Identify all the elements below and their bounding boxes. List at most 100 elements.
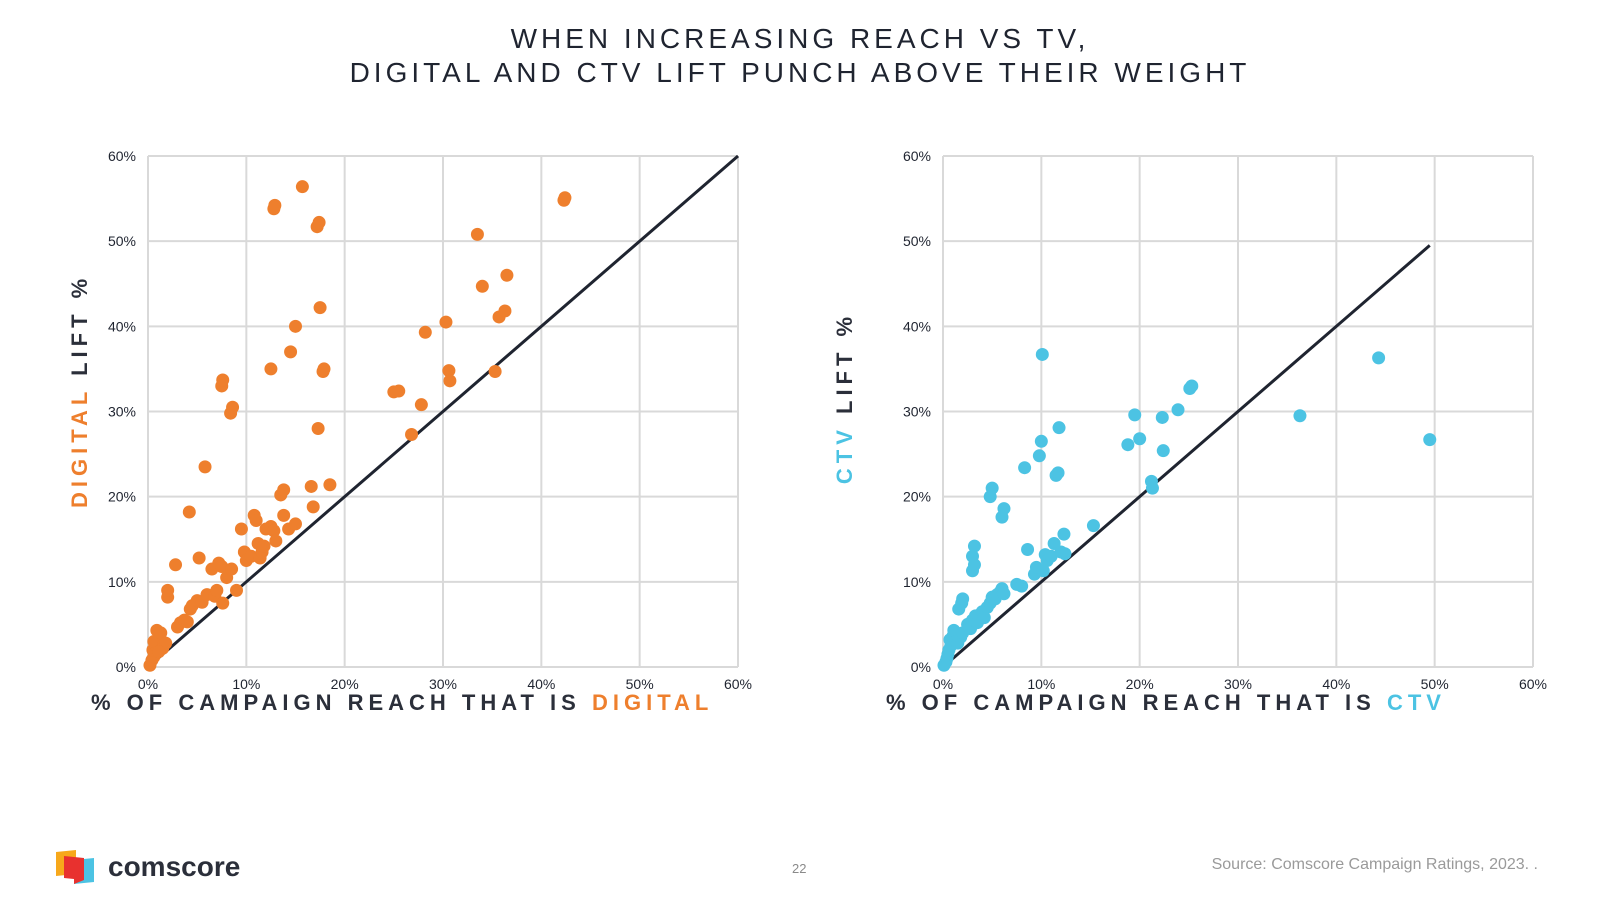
ctv-data-point (975, 605, 989, 619)
ctv-data-point (1051, 466, 1065, 480)
ctv-data-point (1171, 403, 1185, 417)
ctv-data-point (946, 629, 960, 643)
ctv-data-point (966, 613, 979, 627)
ctv-data-point (944, 639, 958, 653)
digital-data-point (259, 522, 273, 536)
ctv-data-point (973, 607, 987, 621)
digital-y-tick-label: 50% (108, 233, 136, 249)
digital-data-point (177, 613, 191, 627)
ctv-data-point (955, 596, 969, 610)
ctv-data-point (980, 600, 994, 614)
digital-y-axis-label-suffix: LIFT % (67, 273, 92, 388)
page-number: 22 (792, 861, 807, 876)
ctv-data-point (954, 630, 968, 644)
digital-data-point (442, 364, 456, 378)
digital-data-point (312, 215, 326, 229)
ctv-data-point (1423, 433, 1437, 447)
digital-data-point (146, 643, 160, 657)
digital-data-point (150, 623, 164, 637)
ctv-y-tick-label: 20% (903, 489, 931, 505)
digital-data-point (470, 227, 484, 241)
ctv-y-tick-label: 0% (911, 659, 931, 675)
digital-y-tick-label: 0% (116, 659, 136, 675)
digital-data-point (169, 558, 183, 572)
digital-data-point (182, 505, 196, 519)
digital-data-point (277, 483, 291, 497)
digital-x-axis-label-accent: DIGITAL (591, 690, 714, 715)
ctv-data-point (1010, 577, 1024, 591)
comscore-logo-text: comscore (108, 851, 241, 882)
digital-data-point (439, 315, 453, 329)
digital-data-point (323, 478, 337, 492)
digital-data-point (488, 364, 502, 378)
ctv-data-point (937, 658, 951, 672)
digital-data-point (161, 590, 175, 604)
ctv-data-point (1372, 351, 1386, 365)
ctv-data-point (1145, 481, 1159, 495)
ctv-data-point (1038, 548, 1052, 562)
digital-data-point (237, 545, 251, 559)
ctv-data-point (977, 611, 991, 625)
digital-data-point (215, 560, 229, 574)
ctv-data-point (1144, 474, 1158, 488)
digital-data-point (310, 220, 324, 234)
digital-plot: 0%0%10%10%20%20%30%30%40%40%50%50%60%60% (108, 148, 752, 692)
digital-x-axis-label-prefix: % OF CAMPAIGN REACH THAT IS (91, 690, 592, 715)
ctv-data-point (997, 502, 1011, 516)
digital-data-point (216, 596, 230, 610)
digital-y-axis-label: DIGITAL LIFT % (67, 274, 93, 508)
digital-data-point (247, 508, 261, 522)
digital-data-point (277, 508, 291, 522)
digital-y-axis-label-accent: DIGITAL (67, 387, 92, 508)
ctv-data-point (985, 481, 999, 495)
ctv-data-point (1057, 527, 1071, 541)
digital-data-point (387, 385, 401, 399)
ctv-data-point (1040, 554, 1054, 568)
ctv-data-point (1035, 347, 1049, 361)
digital-data-point (212, 556, 226, 570)
ctv-data-point (1027, 567, 1041, 581)
digital-x-tick-label: 60% (724, 676, 752, 692)
digital-data-point (220, 571, 234, 585)
ctv-data-point (983, 490, 997, 504)
ctv-data-point (1021, 542, 1035, 556)
ctv-data-point (997, 587, 1011, 601)
digital-data-point (418, 325, 432, 339)
ctv-data-point (1036, 564, 1050, 578)
digital-data-point (173, 616, 187, 630)
digital-data-point (239, 554, 253, 568)
ctv-data-point (995, 582, 1009, 596)
ctv-data-point (943, 633, 957, 647)
ctv-data-point (1034, 434, 1048, 448)
digital-data-point (205, 562, 219, 576)
ctv-data-point (1015, 579, 1029, 593)
ctv-data-point (966, 549, 979, 563)
digital-data-point (234, 522, 248, 536)
slide-title-line1: WHEN INCREASING REACH VS TV, (510, 23, 1090, 54)
ctv-data-point (1156, 444, 1170, 458)
digital-y-tick-label: 20% (108, 489, 136, 505)
ctv-y-axis-label-accent: CTV (832, 425, 857, 485)
ctv-x-tick-label: 60% (1519, 676, 1547, 692)
digital-data-point (558, 191, 572, 205)
ctv-data-point (956, 626, 970, 640)
digital-data-point (200, 588, 214, 602)
ctv-data-point (1058, 547, 1072, 561)
digital-data-point (282, 522, 296, 536)
digital-data-point (500, 268, 514, 282)
digital-data-point (475, 279, 489, 293)
digital-data-point (492, 310, 506, 324)
ctv-y-axis-label: CTV LIFT % (832, 298, 858, 498)
ctv-data-point (942, 643, 956, 657)
ctv-data-point (1054, 545, 1068, 559)
digital-data-point (267, 524, 281, 538)
ctv-data-point (993, 585, 1007, 599)
digital-data-point (264, 362, 278, 376)
ctv-data-point (968, 609, 982, 623)
ctv-data-point (990, 588, 1004, 602)
digital-data-point (244, 549, 258, 563)
digital-data-point (405, 427, 419, 441)
digital-data-point (284, 345, 298, 359)
digital-data-point (180, 615, 194, 629)
